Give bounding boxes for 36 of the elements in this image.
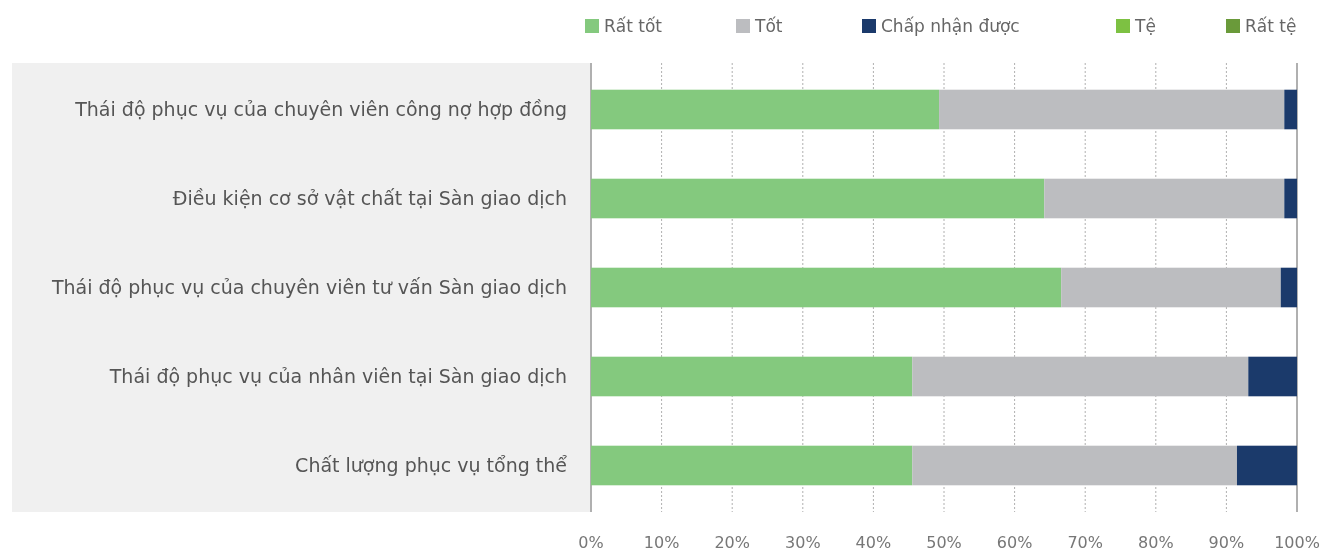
- x-tick-label: 0%: [578, 533, 604, 551]
- bar: [591, 356, 913, 397]
- x-tick-label: 70%: [1067, 533, 1103, 551]
- y-tick-label: Chất lượng phục vụ tổng thể: [295, 454, 568, 477]
- legend-label: Rất tốt: [604, 16, 663, 36]
- x-tick-label: 60%: [996, 533, 1033, 551]
- legend-label: Tệ: [1134, 16, 1156, 36]
- bar: [912, 356, 1249, 397]
- y-tick-label: Thái độ phục vụ của chuyên viên tư vấn Sàn giao dịch: [50, 276, 567, 299]
- x-tick-label: 10%: [643, 533, 680, 551]
- bar: [591, 178, 1045, 219]
- x-tick-label: 20%: [714, 533, 750, 551]
- bar: [591, 89, 940, 130]
- legend-label: Chấp nhận được: [881, 16, 1020, 36]
- y-tick-label: Điều kiện cơ sở vật chất tại Sàn giao dịch: [172, 187, 567, 210]
- legend-label: Tốt: [754, 16, 783, 36]
- bar: [1284, 178, 1297, 219]
- y-tick-label: Thái độ phục vụ của nhân viên tại Sàn giao dịch: [108, 365, 567, 388]
- bar: [912, 445, 1237, 486]
- bar: [591, 267, 1062, 308]
- bar: [1280, 267, 1297, 308]
- bar: [1236, 445, 1297, 486]
- legend-label: Rất tệ: [1245, 16, 1297, 36]
- bar: [1284, 89, 1297, 130]
- x-tick-label: 90%: [1208, 533, 1245, 551]
- bar: [939, 89, 1285, 130]
- bar: [591, 445, 913, 486]
- x-tick-label: 30%: [785, 533, 821, 551]
- bar: [1061, 267, 1281, 308]
- bar: [1044, 178, 1285, 219]
- x-tick-label: 50%: [926, 533, 962, 551]
- y-tick-label: Thái độ phục vụ của chuyên viên công nợ hợp đồng: [74, 98, 567, 121]
- bar: [1248, 356, 1297, 397]
- x-tick-label: 100%: [1274, 533, 1320, 551]
- x-tick-label: 40%: [855, 533, 892, 551]
- x-tick-label: 80%: [1138, 533, 1174, 551]
